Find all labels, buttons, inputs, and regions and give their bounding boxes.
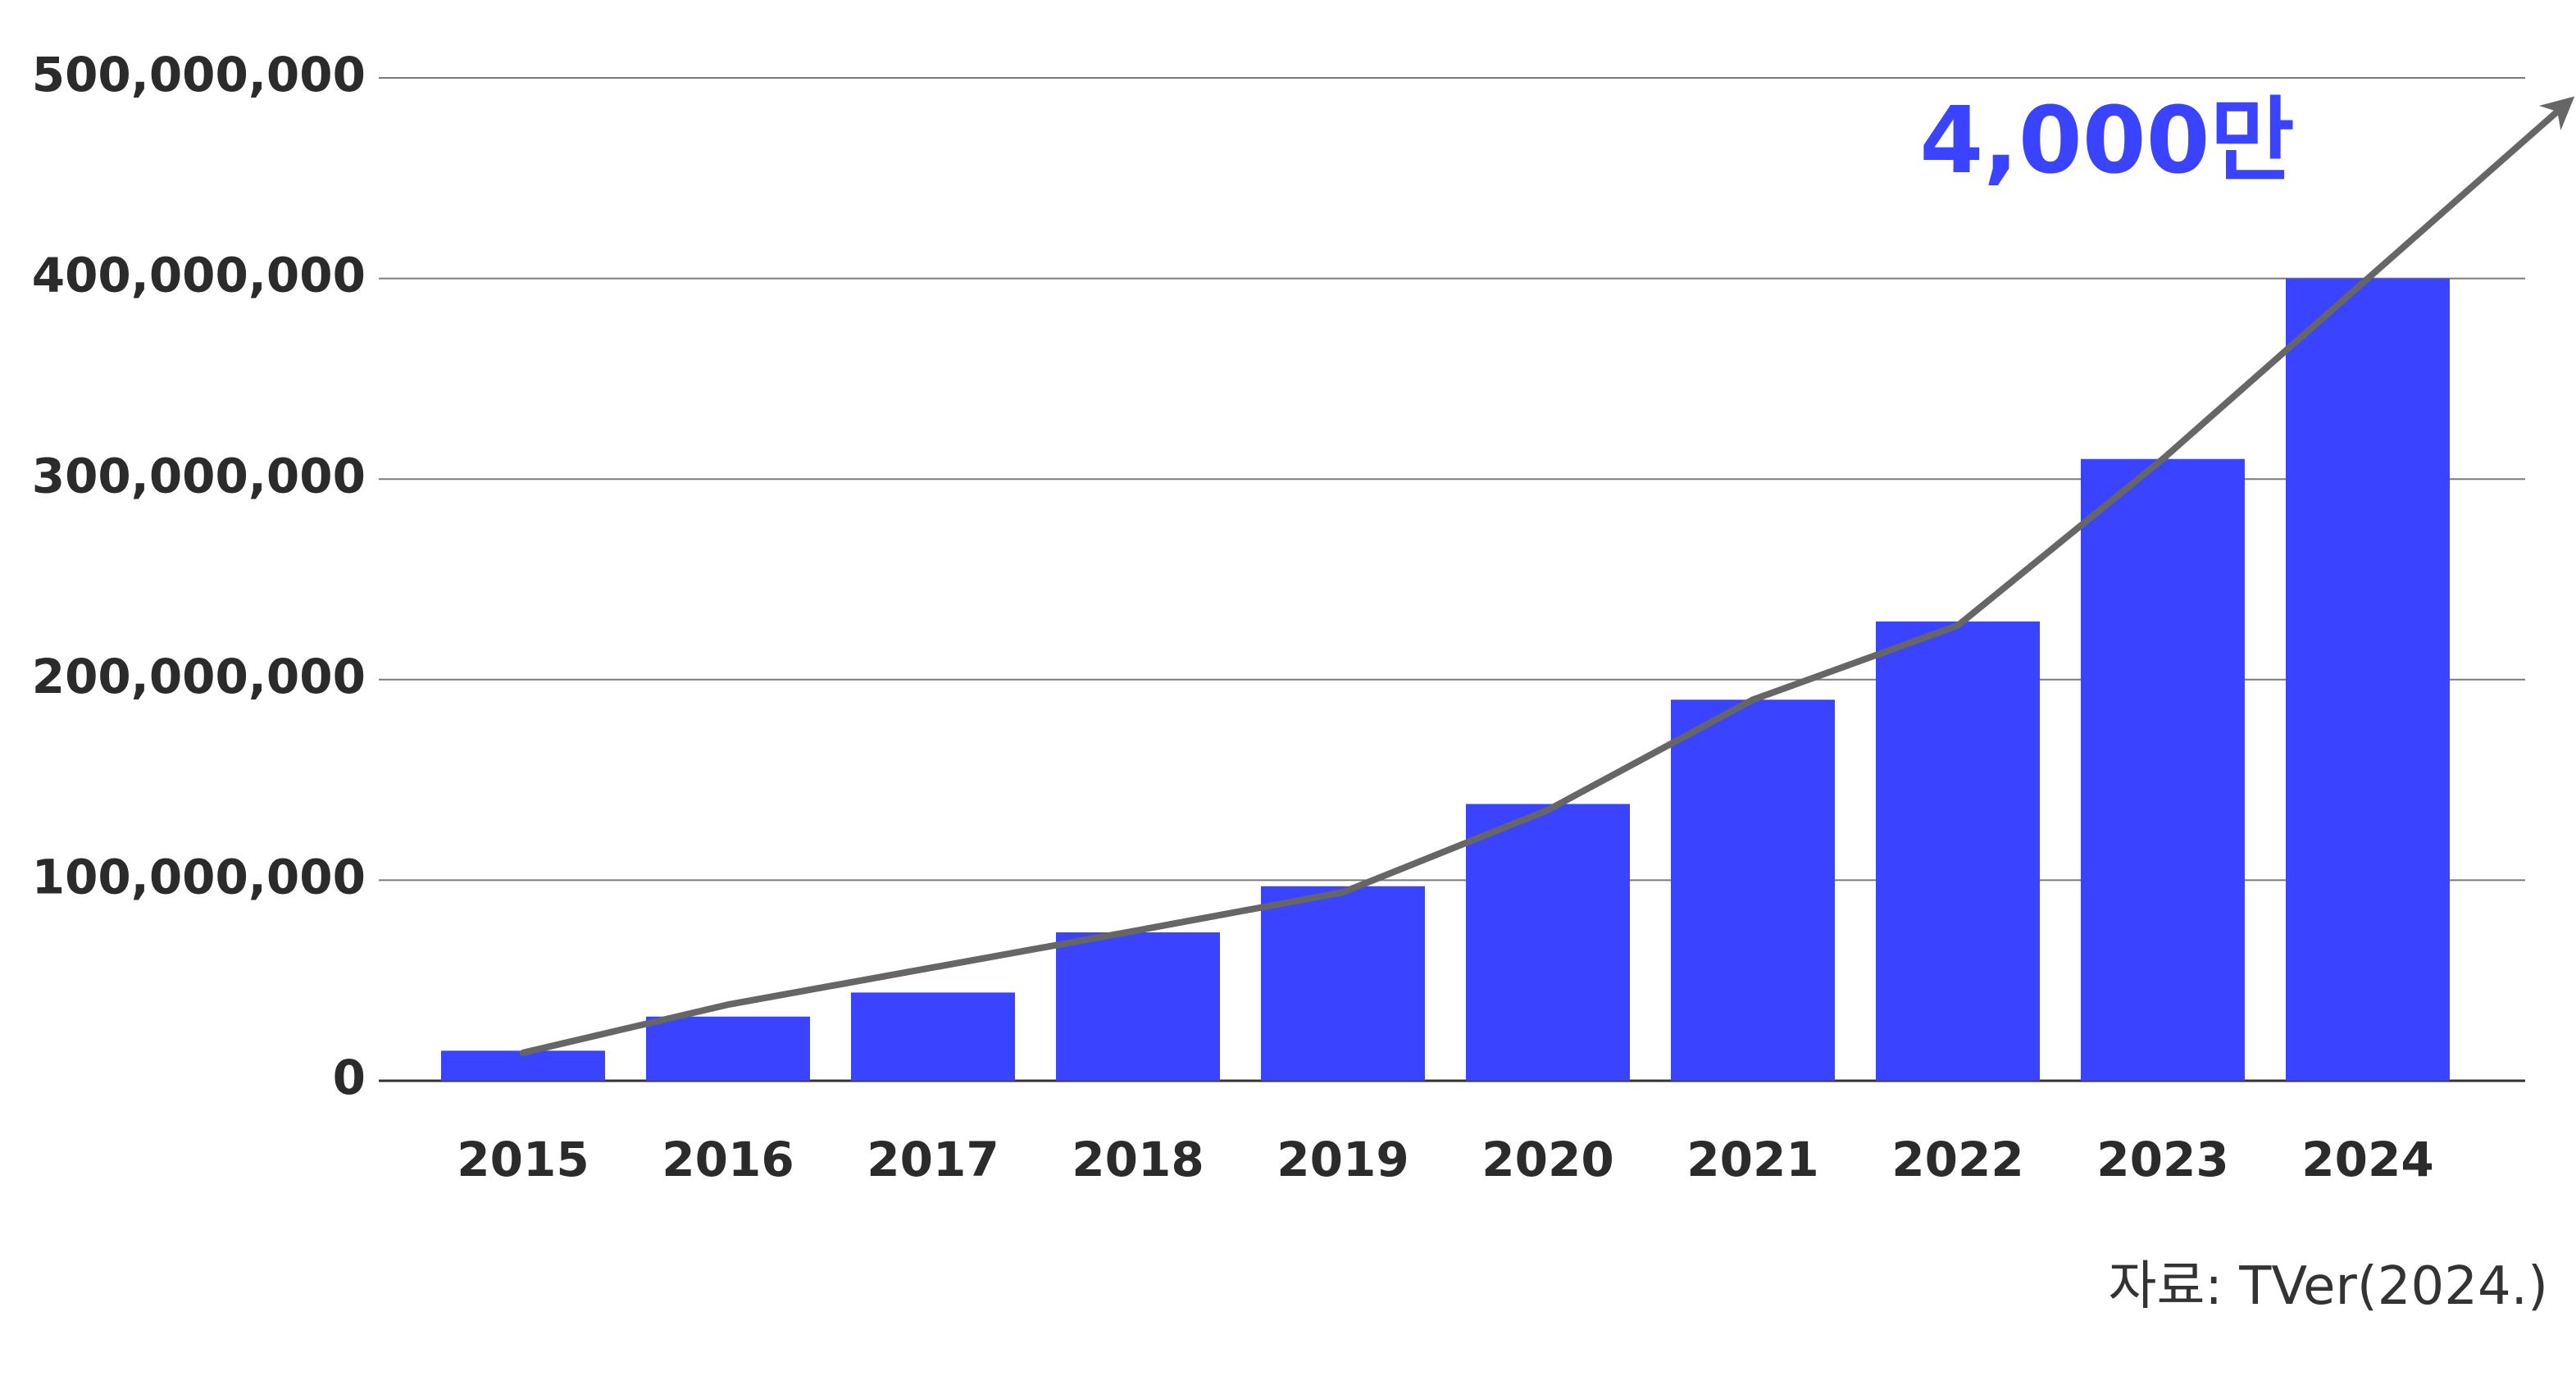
y-tick-label: 300,000,000 — [32, 448, 366, 503]
x-tick-label: 2021 — [1686, 1132, 1818, 1187]
bar-2018 — [1056, 932, 1220, 1081]
y-tick-label: 200,000,000 — [32, 649, 366, 704]
x-tick-label: 2016 — [662, 1132, 794, 1187]
y-tick-label: 500,000,000 — [32, 47, 366, 103]
x-tick-label: 2019 — [1277, 1132, 1409, 1187]
x-tick-label: 2024 — [2301, 1132, 2433, 1187]
y-tick-label: 400,000,000 — [32, 248, 366, 303]
x-tick-label: 2023 — [2096, 1132, 2228, 1187]
source-caption: 자료: TVer(2024.) — [2109, 1256, 2548, 1317]
x-axis-tick-labels: 2015 2016 2017 2018 2019 2020 2021 2022 2023 2024 — [457, 1132, 2433, 1187]
trend-arrow-line — [520, 96, 2575, 1056]
y-axis-tick-labels: 0 100,000,000 200,000,000 300,000,000 400,00… — [32, 47, 366, 1105]
y-tick-label: 0 — [333, 1050, 366, 1105]
bar-2017 — [851, 992, 1015, 1081]
y-tick-label: 100,000,000 — [32, 850, 366, 905]
x-tick-label: 2017 — [867, 1132, 999, 1187]
bar-2016 — [646, 1016, 810, 1081]
bar-2022 — [1876, 621, 2040, 1081]
x-tick-label: 2015 — [457, 1132, 589, 1187]
bar-2023 — [2081, 458, 2245, 1081]
growth-annotation: 4,000만 — [1919, 88, 2294, 194]
trend-line — [520, 96, 2575, 1056]
bars — [441, 278, 2450, 1082]
x-tick-label: 2022 — [1891, 1132, 2023, 1187]
bar-2021 — [1671, 699, 1835, 1081]
bar-2020 — [1466, 804, 1630, 1081]
x-tick-label: 2020 — [1481, 1132, 1613, 1187]
x-tick-label: 2018 — [1072, 1132, 1204, 1187]
bar-2024 — [2286, 278, 2450, 1082]
bar-2019 — [1261, 886, 1425, 1081]
